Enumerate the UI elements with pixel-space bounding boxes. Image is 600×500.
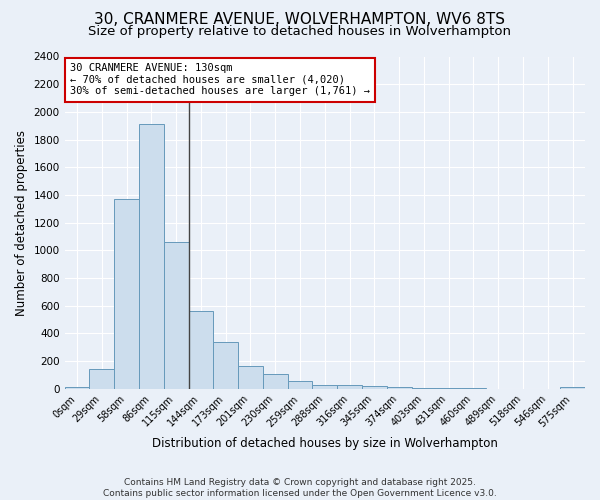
Bar [313, 384, 337, 389]
Bar [412, 388, 436, 389]
Bar [560, 386, 585, 389]
Bar [287, 381, 313, 389]
Bar [188, 312, 214, 389]
Text: Size of property relative to detached houses in Wolverhampton: Size of property relative to detached ho… [89, 25, 511, 38]
Bar [89, 370, 114, 389]
Bar [436, 388, 461, 389]
Bar [387, 386, 412, 389]
Text: 30 CRANMERE AVENUE: 130sqm
← 70% of detached houses are smaller (4,020)
30% of s: 30 CRANMERE AVENUE: 130sqm ← 70% of deta… [70, 63, 370, 96]
Bar [139, 124, 164, 389]
Bar [65, 388, 89, 389]
X-axis label: Distribution of detached houses by size in Wolverhampton: Distribution of detached houses by size … [152, 437, 498, 450]
Bar [238, 366, 263, 389]
Bar [461, 388, 486, 389]
Bar [214, 342, 238, 389]
Y-axis label: Number of detached properties: Number of detached properties [15, 130, 28, 316]
Text: 30, CRANMERE AVENUE, WOLVERHAMPTON, WV6 8TS: 30, CRANMERE AVENUE, WOLVERHAMPTON, WV6 … [95, 12, 505, 28]
Bar [164, 242, 188, 389]
Bar [114, 199, 139, 389]
Bar [362, 386, 387, 389]
Text: Contains HM Land Registry data © Crown copyright and database right 2025.
Contai: Contains HM Land Registry data © Crown c… [103, 478, 497, 498]
Bar [337, 384, 362, 389]
Bar [263, 374, 287, 389]
